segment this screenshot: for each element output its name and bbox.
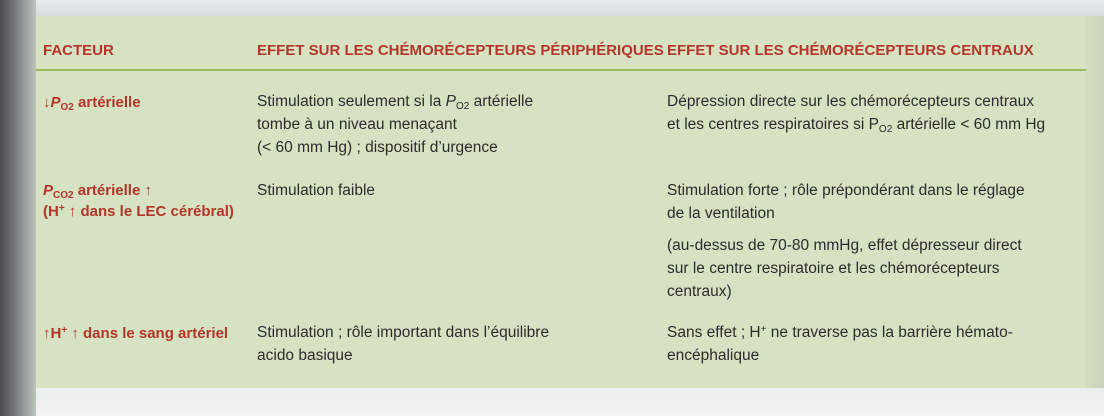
row2-central-effect: Stimulation forte ; rôle prépondérant da… [667,182,1025,300]
header-peripheral-effect: EFFET SUR LES CHÉMORÉCEPTEURS PÉRIPHÉRIQ… [257,42,664,59]
row1-central-effect: Dépression directe sur les chémorécepteu… [667,93,1046,135]
top-page-strip [36,0,1104,16]
row3-factor: ↑H+ ↑ dans le sang artériel [43,325,229,342]
row1-factor: ↓PO2 artérielle [43,94,141,113]
book-binding-shadow [0,0,36,416]
bottom-page-strip [36,388,1104,416]
row1-peripheral-effect: Stimulation seulement si la PO2 artériel… [257,93,534,156]
header-central-effect: EFFET SUR LES CHÉMORÉCEPTEURS CENTRAUX [667,42,1034,59]
header-divider [36,69,1086,71]
header-facteur: FACTEUR [43,42,114,59]
row2-peripheral-effect: Stimulation faible [257,182,376,199]
row3-peripheral-effect: Stimulation ; rôle important dans l’équi… [257,324,550,364]
down-arrow-icon: ↓ [43,94,51,111]
page-right-edge [1086,16,1104,388]
row3-central-effect: Sans effet ; H+ ne traverse pas la barri… [667,324,1013,364]
chemoreceptor-table [36,16,1086,388]
row2-factor: PCO2 artérielle ↑ (H+ ↑ dans le LEC céré… [43,182,234,220]
